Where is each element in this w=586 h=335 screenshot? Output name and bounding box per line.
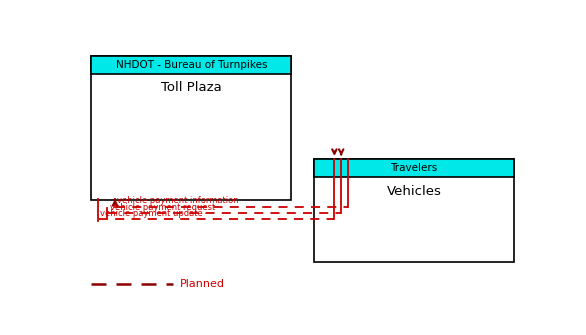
- Text: Travelers: Travelers: [390, 163, 438, 173]
- Text: vehicle payment update: vehicle payment update: [101, 209, 203, 218]
- Bar: [314, 159, 514, 262]
- Text: Planned: Planned: [180, 279, 225, 289]
- Bar: [314, 159, 514, 177]
- Text: Vehicles: Vehicles: [386, 185, 441, 198]
- Text: vehicle payment request: vehicle payment request: [110, 203, 215, 212]
- Bar: [91, 56, 291, 74]
- Bar: [91, 56, 291, 200]
- Text: NHDOT - Bureau of Turnpikes: NHDOT - Bureau of Turnpikes: [115, 60, 267, 70]
- Text: Toll Plaza: Toll Plaza: [161, 81, 222, 94]
- Text: vehicle payment information: vehicle payment information: [117, 196, 239, 205]
